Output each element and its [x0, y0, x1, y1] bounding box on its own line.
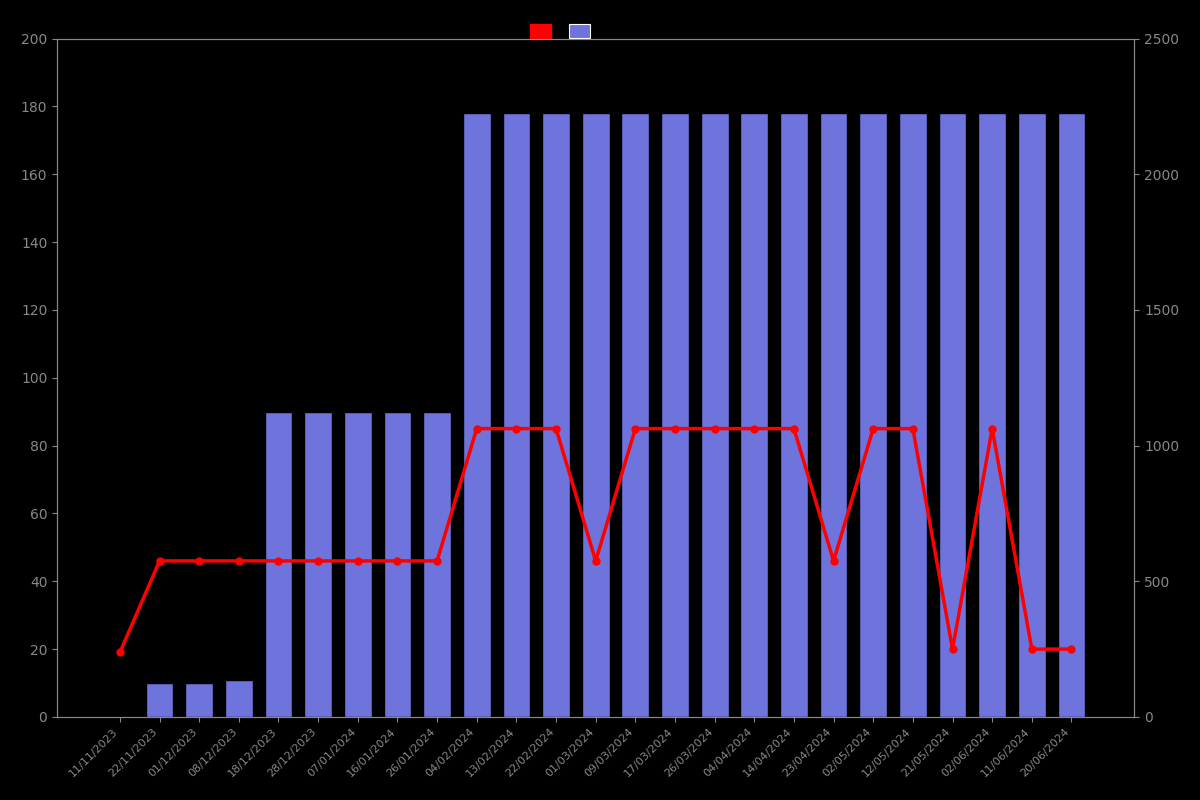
Bar	[820, 113, 847, 717]
Bar	[701, 113, 728, 717]
Bar	[384, 412, 412, 717]
Bar	[424, 412, 451, 717]
Bar	[661, 113, 689, 717]
Bar	[740, 113, 768, 717]
Bar	[185, 683, 214, 717]
Bar	[463, 113, 491, 717]
Bar	[503, 113, 530, 717]
Bar	[622, 113, 649, 717]
Bar	[582, 113, 610, 717]
Bar	[978, 113, 1006, 717]
Bar	[344, 412, 372, 717]
Bar	[1018, 113, 1045, 717]
Bar	[780, 113, 808, 717]
Legend: , : ,	[524, 18, 602, 44]
Bar	[938, 113, 966, 717]
Bar	[899, 113, 926, 717]
Bar	[224, 680, 253, 717]
Bar	[859, 113, 887, 717]
Bar	[265, 412, 293, 717]
Bar	[1057, 113, 1085, 717]
Bar	[542, 113, 570, 717]
Bar	[305, 412, 332, 717]
Bar	[145, 683, 174, 717]
